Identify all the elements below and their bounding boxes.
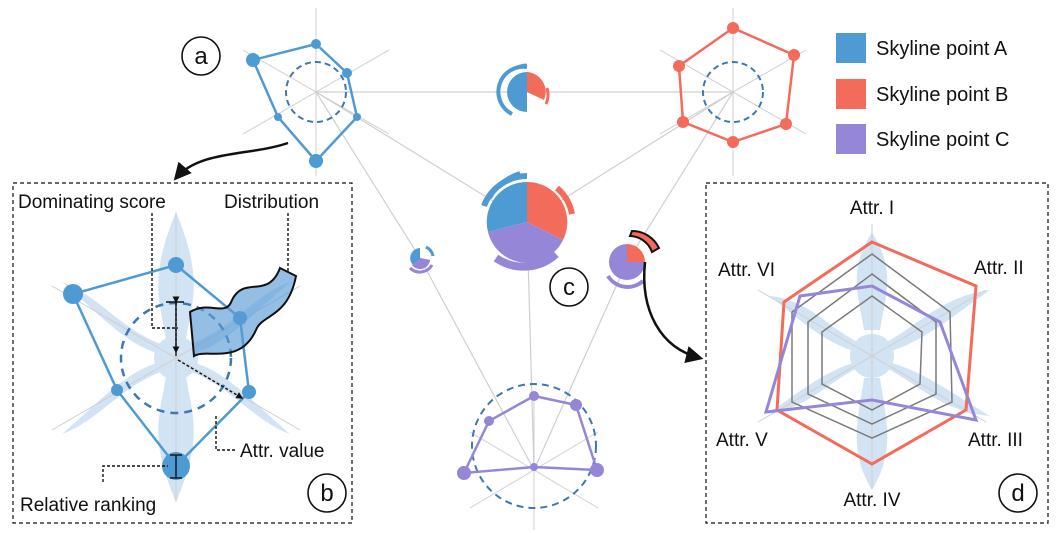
radar-glyph-a — [242, 8, 390, 176]
radar-glyph-b — [659, 8, 807, 176]
attr-label-1: Attr. I — [850, 198, 894, 219]
radar-b-outline — [775, 240, 978, 466]
distribution-highlight — [188, 266, 298, 358]
radar-c-outline — [763, 284, 979, 422]
legend-item-a: Skyline point A — [836, 33, 1008, 63]
legend-label-b: Skyline point B — [876, 84, 1008, 106]
distribution-label: Distribution — [224, 192, 319, 213]
legend: Skyline point A Skyline point B Skyline … — [836, 33, 1009, 154]
arrow-a-to-b — [173, 141, 289, 181]
pie-glyph-top — [496, 63, 550, 116]
attr-label-2: Attr. II — [974, 258, 1024, 279]
radar-glyph-c — [457, 383, 604, 530]
svg-text:d: d — [1011, 480, 1024, 507]
attr-label-6: Attr. VI — [718, 260, 775, 281]
attr-label-5: Attr. V — [716, 430, 768, 451]
pie-glyph-right — [606, 229, 661, 289]
relative-ranking-label: Relative ranking — [20, 495, 156, 516]
panel-label-d: d — [998, 473, 1038, 513]
pie-glyph-left — [408, 245, 435, 274]
legend-swatch-a — [836, 33, 866, 63]
legend-label-a: Skyline point A — [876, 38, 1008, 60]
panel-label-a: a — [181, 36, 221, 76]
panel-label-b: b — [307, 473, 347, 513]
svg-text:b: b — [320, 480, 333, 507]
legend-item-c: Skyline point C — [836, 124, 1009, 154]
connector-lines — [315, 91, 734, 471]
legend-swatch-b — [836, 79, 866, 109]
svg-text:c: c — [563, 274, 575, 301]
attr-label-3: Attr. III — [968, 430, 1023, 451]
panel-b: Dominating score Distribution Attr. valu… — [12, 182, 353, 524]
panel-d: Attr. I Attr. II Attr. III Attr. IV Attr… — [705, 182, 1049, 524]
attr-label-4: Attr. IV — [843, 490, 900, 511]
arrow-c-to-d — [643, 261, 704, 364]
legend-item-b: Skyline point B — [836, 79, 1008, 109]
attr-value-label: Attr. value — [240, 441, 325, 462]
dominating-score-label: Dominating score — [18, 192, 166, 213]
svg-text:a: a — [194, 43, 208, 70]
legend-swatch-c — [836, 124, 866, 154]
legend-label-c: Skyline point C — [876, 129, 1009, 151]
pie-glyph-center — [481, 171, 575, 271]
panel-label-c: c — [549, 267, 589, 307]
